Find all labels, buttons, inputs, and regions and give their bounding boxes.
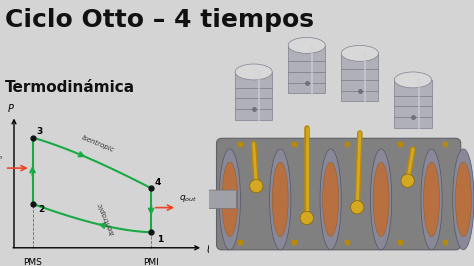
Text: Termodinámica: Termodinámica	[5, 80, 135, 95]
Bar	[288, 45, 325, 93]
Ellipse shape	[270, 149, 291, 250]
Circle shape	[351, 201, 364, 214]
Circle shape	[250, 180, 263, 193]
FancyBboxPatch shape	[217, 138, 461, 250]
Text: 4: 4	[155, 178, 161, 187]
Text: U: U	[207, 245, 214, 255]
Ellipse shape	[222, 162, 238, 236]
Ellipse shape	[394, 72, 431, 88]
Circle shape	[401, 174, 414, 188]
Bar	[341, 53, 378, 101]
Text: 3: 3	[36, 127, 43, 136]
FancyBboxPatch shape	[207, 190, 237, 209]
Text: $q_{in}$: $q_{in}$	[0, 151, 3, 162]
Ellipse shape	[453, 149, 474, 250]
Ellipse shape	[424, 162, 439, 236]
Ellipse shape	[288, 38, 325, 53]
Text: 2: 2	[38, 205, 45, 214]
Ellipse shape	[456, 162, 471, 236]
Text: PMS: PMS	[23, 258, 42, 266]
Bar	[235, 72, 272, 120]
Ellipse shape	[373, 162, 389, 236]
Ellipse shape	[323, 162, 338, 236]
Ellipse shape	[219, 149, 240, 250]
Ellipse shape	[421, 149, 442, 250]
Text: Isentropic: Isentropic	[81, 134, 116, 153]
Text: Ciclo Otto – 4 tiempos: Ciclo Otto – 4 tiempos	[5, 8, 314, 32]
Ellipse shape	[235, 64, 272, 80]
Circle shape	[300, 211, 313, 225]
Text: $q_{out}$: $q_{out}$	[179, 193, 197, 204]
Text: 1: 1	[157, 235, 163, 244]
Ellipse shape	[341, 45, 378, 61]
Ellipse shape	[371, 149, 392, 250]
Ellipse shape	[320, 149, 341, 250]
Text: PMI: PMI	[143, 258, 159, 266]
Ellipse shape	[272, 162, 288, 236]
Text: Isentropic: Isentropic	[96, 201, 115, 236]
Bar	[394, 80, 431, 128]
Text: P: P	[8, 104, 13, 114]
